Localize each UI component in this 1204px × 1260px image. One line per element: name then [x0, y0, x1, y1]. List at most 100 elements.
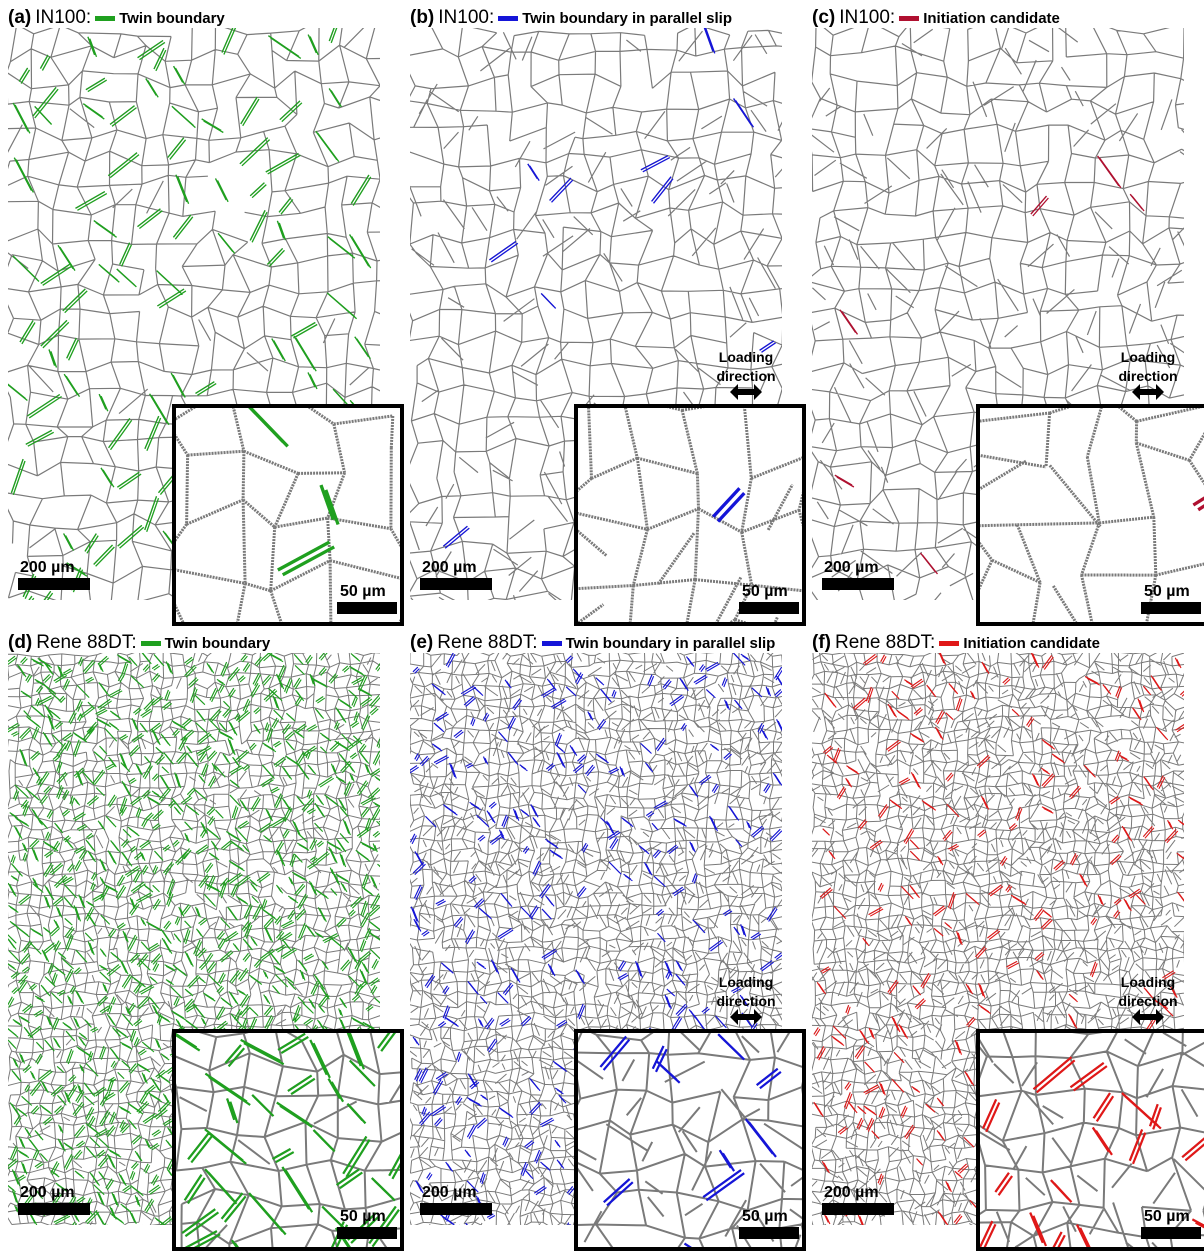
scale-label: 200 µm — [20, 1184, 75, 1201]
panel-title: (d) Rene 88DT: Twin boundary — [8, 631, 270, 655]
panel-title: (e) Rene 88DT: Twin boundary in parallel s… — [410, 631, 775, 655]
inset-scale-bar — [739, 602, 799, 614]
scale-label: 200 µm — [824, 559, 879, 576]
highlighted-boundaries — [977, 1056, 1204, 1251]
legend-swatch — [541, 640, 562, 646]
inset-map — [976, 1029, 1204, 1251]
scale-label: 200 µm — [824, 1184, 879, 1201]
panel: (a) IN100: Twin boundary 200 µm 50 µm — [8, 0, 404, 632]
inset-scale-bar — [337, 1227, 397, 1239]
legend-swatch — [95, 15, 116, 21]
highlighted-boundaries — [711, 487, 746, 523]
legend-swatch — [899, 15, 920, 21]
inset: 50 µm — [976, 1029, 1204, 1251]
panel-title: (a) IN100: Twin boundary — [8, 6, 225, 30]
loading-arrow — [730, 384, 762, 400]
map: 200 µm Loading direction 50 µm — [812, 28, 1204, 626]
loading-label: Loading — [1121, 349, 1175, 365]
inset-frame — [976, 404, 1204, 626]
grain-boundaries — [976, 1029, 1204, 1251]
loading-arrow — [1132, 1009, 1164, 1025]
material-name: Rene 88DT: — [437, 632, 538, 653]
inset-scale-label: 50 µm — [742, 583, 788, 600]
inset-frame — [574, 1029, 806, 1251]
inset-map — [976, 404, 1204, 626]
inset-scale-bar — [337, 602, 397, 614]
inset-scale-label: 50 µm — [742, 1208, 788, 1225]
legend-text: Initiation candidate — [963, 634, 1101, 652]
map: 200 µm Loading direction 50 µm — [410, 28, 806, 626]
inset-scale-bar — [1141, 602, 1201, 614]
panel: (f) Rene 88DT: Initiation candidate 200 µm L… — [812, 625, 1204, 1257]
loading-label: direction — [716, 368, 775, 384]
inset-scale-label: 50 µm — [340, 583, 386, 600]
panel-title: (b) IN100: Twin boundary in parallel slip — [410, 6, 732, 30]
legend-text: Twin boundary — [119, 9, 225, 27]
inset: 50 µm — [976, 404, 1204, 626]
legend-text: Twin boundary in parallel slip — [565, 634, 776, 652]
highlighted-boundaries — [244, 404, 340, 577]
panel: (d) Rene 88DT: Twin boundary 200 µm 50 µm — [8, 625, 404, 1257]
panel-label: (b) — [410, 7, 435, 28]
panel: (b) IN100: Twin boundary in parallel slip 2… — [410, 0, 806, 632]
loading-label: direction — [1118, 368, 1177, 384]
panel-label: (d) — [8, 632, 33, 653]
loading-label: direction — [716, 993, 775, 1009]
inset-frame — [172, 404, 404, 626]
inset: 50 µm — [574, 404, 806, 626]
scale-bar — [18, 578, 90, 590]
material-name: Rene 88DT: — [36, 632, 137, 653]
panel-title: (c) IN100: Initiation candidate — [812, 6, 1060, 30]
highlighted-boundaries — [8, 28, 380, 600]
map: 200 µm 50 µm — [8, 653, 404, 1251]
inset: 50 µm — [172, 1029, 404, 1251]
grain-map — [8, 28, 380, 600]
scale-label: 200 µm — [422, 559, 477, 576]
panel: (c) IN100: Initiation candidate 200 µm Loadi… — [812, 0, 1204, 632]
material-name: IN100: — [839, 7, 896, 28]
panel-title: (f) Rene 88DT: Initiation candidate — [812, 631, 1100, 655]
grain-boundaries — [976, 404, 1204, 626]
inset-frame — [574, 404, 806, 626]
inset-scale-label: 50 µm — [1144, 583, 1190, 600]
highlighted-boundaries — [599, 1033, 782, 1251]
panel-label: (c) — [812, 7, 836, 28]
map: 200 µm Loading direction 50 µm — [410, 653, 806, 1251]
legend-text: Twin boundary in parallel slip — [522, 9, 733, 27]
material-name: IN100: — [35, 7, 92, 28]
inset-scale-label: 50 µm — [1144, 1208, 1190, 1225]
loading-arrow — [1132, 384, 1164, 400]
inset-scale-bar — [739, 1227, 799, 1239]
inset-scale-bar — [1141, 1227, 1201, 1239]
scale-label: 200 µm — [20, 559, 75, 576]
scale-bar — [420, 578, 492, 590]
loading-label: direction — [1118, 993, 1177, 1009]
inset-scale-label: 50 µm — [340, 1208, 386, 1225]
map: 200 µm Loading direction 50 µm — [812, 653, 1204, 1251]
legend-text: Initiation candidate — [923, 9, 1060, 27]
legend-swatch — [939, 640, 960, 646]
map: 200 µm 50 µm — [8, 28, 404, 626]
highlighted-boundaries — [172, 1029, 404, 1251]
panel-label: (a) — [8, 7, 32, 28]
panel-label: (e) — [410, 632, 434, 653]
scale-bar — [420, 1203, 492, 1215]
scale-bar — [822, 1203, 894, 1215]
loading-label: Loading — [719, 349, 773, 365]
inset-frame — [172, 1029, 404, 1251]
legend-swatch — [140, 640, 161, 646]
legend-text: Twin boundary — [164, 634, 271, 652]
scale-bar — [18, 1203, 90, 1215]
material-name: Rene 88DT: — [834, 632, 936, 653]
grain-boundaries — [574, 404, 806, 626]
legend-swatch — [498, 15, 519, 21]
scale-bar — [822, 578, 894, 590]
loading-label: Loading — [719, 974, 773, 990]
scale-label: 200 µm — [422, 1184, 477, 1201]
material-name: IN100: — [438, 7, 495, 28]
inset-map — [172, 404, 404, 626]
inset: 50 µm — [172, 404, 404, 626]
panel: (e) Rene 88DT: Twin boundary in parallel s… — [410, 625, 806, 1257]
inset-map — [574, 404, 806, 626]
